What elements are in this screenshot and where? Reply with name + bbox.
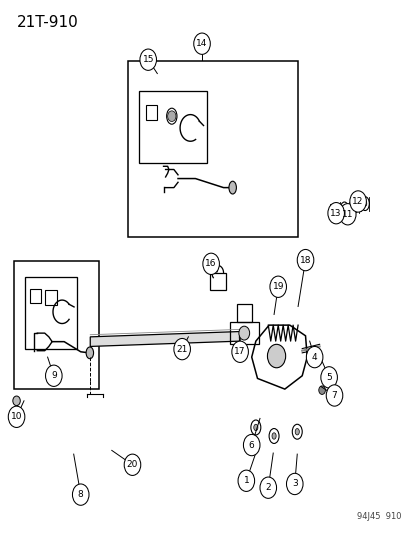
Text: 12: 12 bbox=[351, 197, 363, 206]
Circle shape bbox=[202, 253, 219, 274]
Circle shape bbox=[140, 49, 156, 70]
Circle shape bbox=[193, 33, 210, 54]
Circle shape bbox=[124, 454, 140, 475]
Ellipse shape bbox=[332, 208, 335, 214]
Ellipse shape bbox=[253, 424, 257, 431]
Ellipse shape bbox=[363, 201, 366, 206]
Circle shape bbox=[267, 344, 285, 368]
Circle shape bbox=[72, 484, 89, 505]
Text: 19: 19 bbox=[272, 282, 283, 291]
Circle shape bbox=[325, 385, 342, 406]
Ellipse shape bbox=[353, 203, 356, 208]
Circle shape bbox=[327, 203, 344, 224]
Ellipse shape bbox=[86, 347, 93, 359]
Ellipse shape bbox=[342, 206, 345, 212]
Text: 21T-910: 21T-910 bbox=[17, 15, 78, 30]
Circle shape bbox=[13, 396, 20, 406]
Text: 16: 16 bbox=[205, 260, 216, 268]
Ellipse shape bbox=[228, 181, 236, 194]
Circle shape bbox=[269, 276, 286, 297]
Text: 21: 21 bbox=[176, 345, 188, 353]
Text: 2: 2 bbox=[265, 483, 271, 492]
Text: 15: 15 bbox=[142, 55, 154, 64]
Text: 5: 5 bbox=[325, 373, 331, 382]
Circle shape bbox=[238, 326, 249, 340]
Ellipse shape bbox=[271, 433, 275, 439]
Circle shape bbox=[297, 249, 313, 271]
Circle shape bbox=[45, 365, 62, 386]
Text: 13: 13 bbox=[330, 209, 341, 217]
Circle shape bbox=[237, 470, 254, 491]
Text: 17: 17 bbox=[234, 348, 245, 356]
Circle shape bbox=[259, 477, 276, 498]
Text: 8: 8 bbox=[78, 490, 83, 499]
Circle shape bbox=[286, 473, 302, 495]
Circle shape bbox=[320, 367, 337, 388]
Polygon shape bbox=[90, 332, 240, 346]
Ellipse shape bbox=[294, 429, 299, 435]
Text: 94J45  910: 94J45 910 bbox=[356, 512, 401, 521]
Circle shape bbox=[318, 386, 325, 394]
Text: 3: 3 bbox=[291, 480, 297, 488]
Circle shape bbox=[231, 341, 248, 362]
Text: 7: 7 bbox=[331, 391, 337, 400]
Text: 14: 14 bbox=[196, 39, 207, 48]
Text: 11: 11 bbox=[341, 210, 353, 219]
Text: 20: 20 bbox=[126, 461, 138, 469]
Circle shape bbox=[306, 346, 322, 368]
Circle shape bbox=[167, 111, 176, 122]
Circle shape bbox=[8, 406, 25, 427]
Circle shape bbox=[339, 204, 355, 225]
Text: 4: 4 bbox=[311, 353, 317, 361]
Circle shape bbox=[173, 338, 190, 360]
Text: 1: 1 bbox=[243, 477, 249, 485]
Text: 10: 10 bbox=[11, 413, 22, 421]
Text: 6: 6 bbox=[248, 441, 254, 449]
Text: 9: 9 bbox=[51, 372, 57, 380]
Circle shape bbox=[243, 434, 259, 456]
Circle shape bbox=[349, 191, 366, 212]
Text: 18: 18 bbox=[299, 256, 311, 264]
